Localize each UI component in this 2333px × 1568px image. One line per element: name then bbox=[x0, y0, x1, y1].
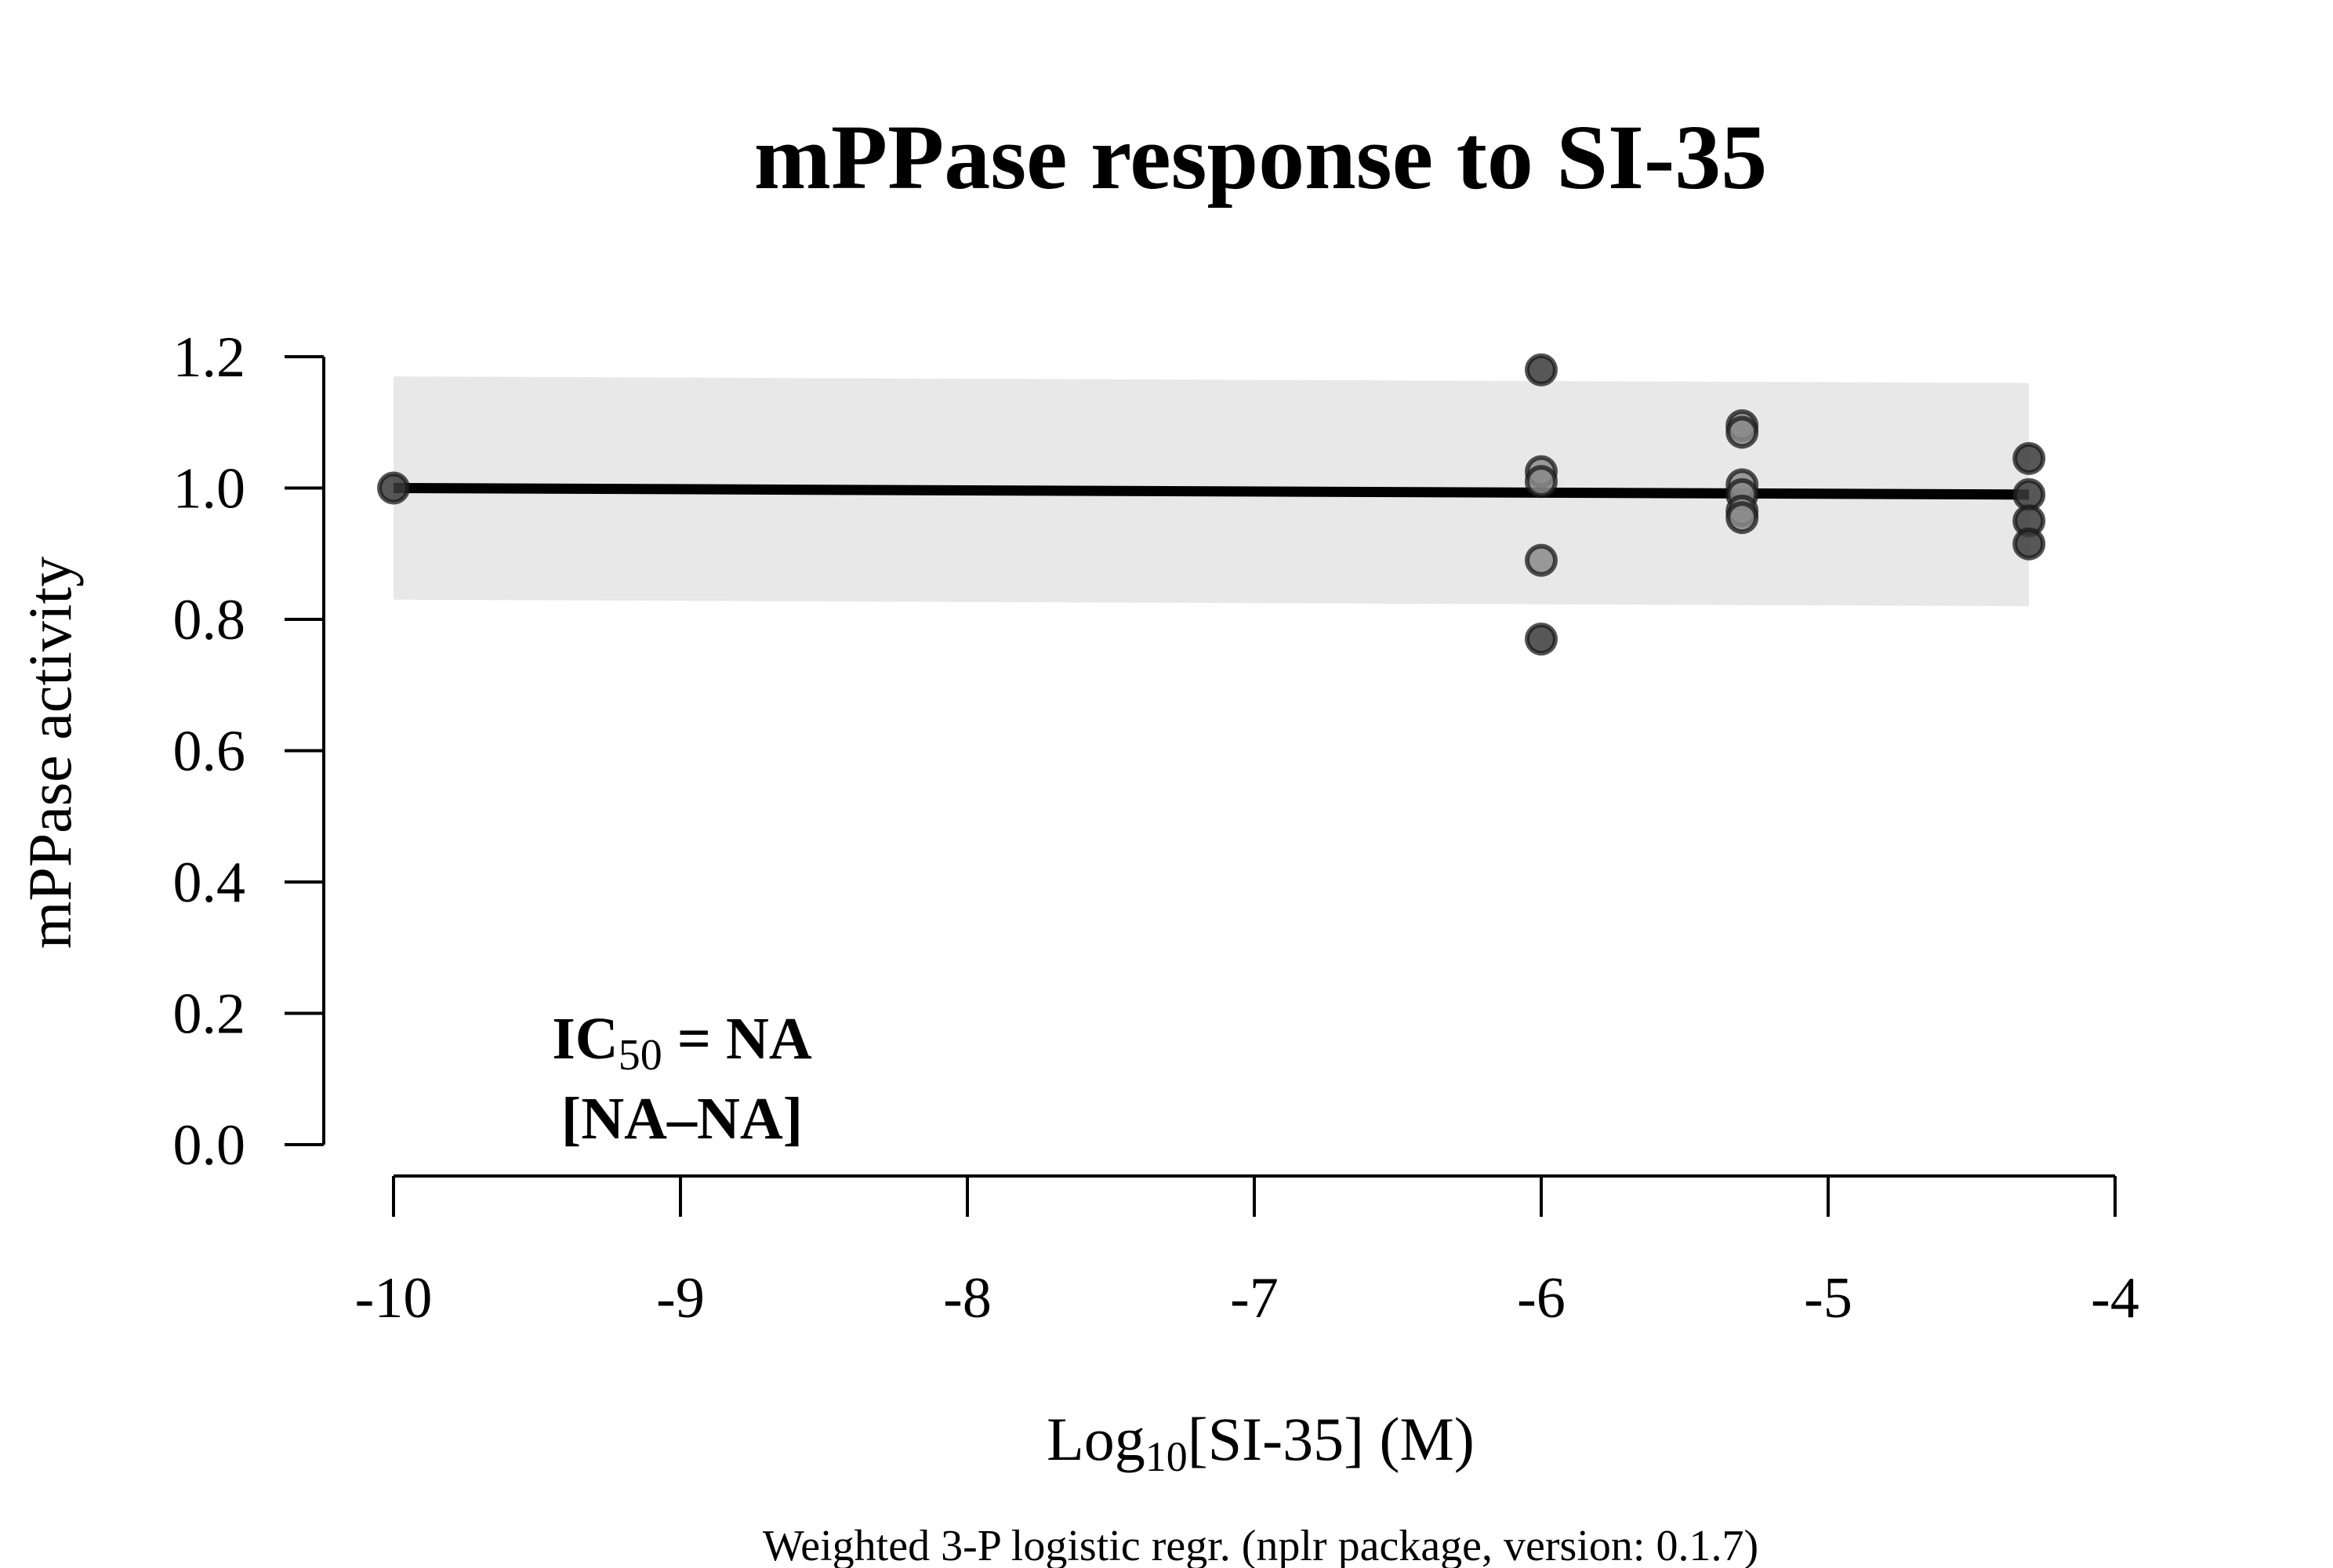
data-point bbox=[1525, 622, 1558, 656]
data-point bbox=[2012, 527, 2046, 561]
ic50-prefix: IC bbox=[552, 1006, 618, 1072]
data-points bbox=[377, 353, 2046, 656]
y-tick-label: 0.0 bbox=[173, 1113, 246, 1178]
fit-line bbox=[393, 483, 2030, 500]
y-tick-label: 0.2 bbox=[173, 982, 246, 1047]
x-tick-label: -10 bbox=[355, 1266, 433, 1330]
data-point bbox=[1725, 501, 1759, 535]
data-point bbox=[2012, 441, 2046, 475]
data-point bbox=[377, 471, 410, 505]
ic50-annotation: IC50 = NA bbox=[552, 1006, 812, 1080]
chart-caption: Weighted 3-P logistic regr. (nplr packag… bbox=[763, 1522, 1758, 1568]
y-tick-label: 1.2 bbox=[173, 325, 246, 390]
data-point bbox=[1525, 543, 1558, 577]
data-point bbox=[1525, 465, 1558, 499]
ic50-suffix: = NA bbox=[662, 1006, 812, 1072]
x-tick-label: -8 bbox=[943, 1266, 992, 1330]
y-tick-label: 1.0 bbox=[173, 457, 246, 521]
y-tick-label: 0.8 bbox=[173, 588, 246, 652]
x-axis-label-suffix: [SI-35] (M) bbox=[1188, 1405, 1475, 1473]
ic50-ci-annotation: [NA–NA] bbox=[561, 1086, 803, 1152]
data-point bbox=[1525, 353, 1558, 387]
y-axis-label: mPPase activity bbox=[16, 557, 84, 949]
x-tick-label: -5 bbox=[1804, 1266, 1852, 1330]
ic50-sub: 50 bbox=[619, 1031, 662, 1080]
x-tick-label: -4 bbox=[2091, 1266, 2139, 1330]
data-point bbox=[1725, 416, 1759, 449]
x-tick-label: -9 bbox=[656, 1266, 705, 1330]
x-axis-label-prefix: Log bbox=[1047, 1405, 1145, 1473]
y-axis: 0.0 0.2 0.4 0.6 0.8 1.0 1.2 bbox=[173, 325, 325, 1178]
x-axis: -10 -9 -8 -7 -6 -5 -4 bbox=[355, 1174, 2139, 1330]
chart-title: mPPase response to SI-35 bbox=[754, 106, 1767, 209]
x-tick-label: -7 bbox=[1230, 1266, 1279, 1330]
y-tick-label: 0.4 bbox=[173, 851, 246, 915]
x-axis-label: Log10[SI-35] (M) bbox=[1047, 1405, 1475, 1480]
x-tick-label: -6 bbox=[1517, 1266, 1566, 1330]
x-axis-label-sub: 10 bbox=[1145, 1433, 1188, 1480]
y-tick-label: 0.6 bbox=[173, 720, 246, 784]
